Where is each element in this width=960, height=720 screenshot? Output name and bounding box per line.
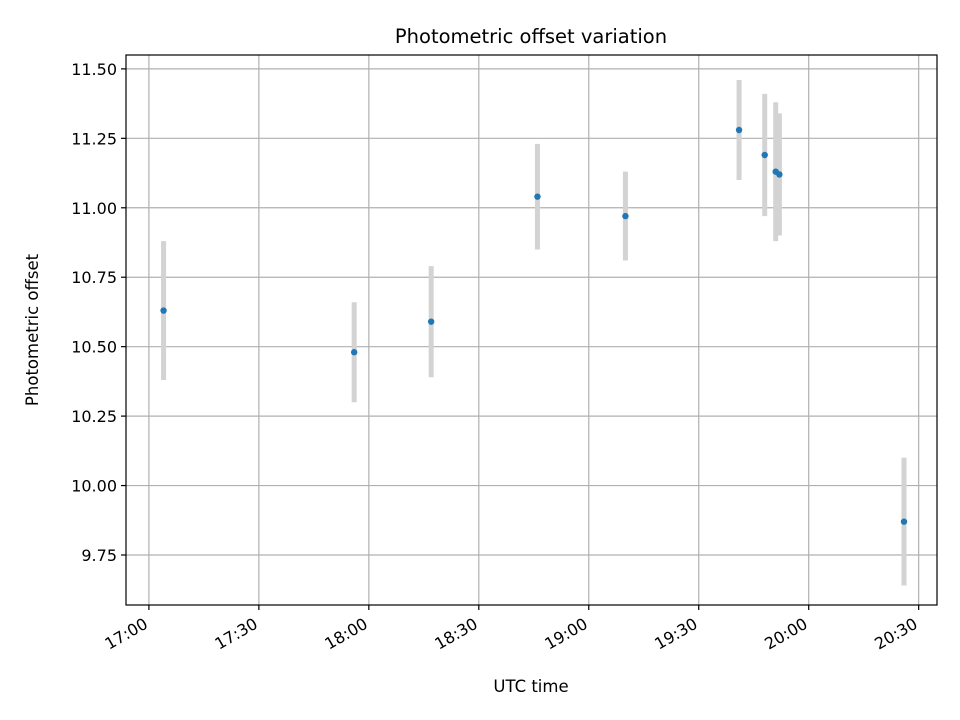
data-point: [735, 126, 743, 134]
chart-title: Photometric offset variation: [395, 25, 667, 48]
y-tick-label: 10.25: [71, 407, 117, 426]
data-point: [776, 171, 783, 178]
y-axis: 9.75 10.00 10.25 10.50 10.75 11.00 11.25 11.50: [71, 60, 126, 565]
y-tick-label: 11.50: [71, 60, 117, 79]
y-tick-label: 11.00: [71, 199, 117, 218]
data-point: [427, 318, 435, 325]
grid: [126, 55, 937, 605]
data-point: [160, 307, 167, 314]
data-point: [900, 518, 908, 525]
y-axis-title: Photometric offset: [23, 253, 42, 406]
y-tick-label: 9.75: [81, 546, 117, 565]
data-point: [534, 193, 541, 200]
data-point: [350, 349, 358, 356]
y-tick-label: 10.75: [71, 268, 117, 287]
y-tick-label: 11.25: [71, 129, 117, 148]
y-tick-label: 10.50: [71, 338, 117, 357]
data-points: [160, 126, 908, 525]
data-point: [622, 212, 629, 220]
plot-area-frame: [125, 54, 938, 606]
data-point: [761, 151, 768, 159]
x-axis-title: UTC time: [493, 677, 568, 696]
y-tick-label: 10.00: [71, 477, 117, 496]
